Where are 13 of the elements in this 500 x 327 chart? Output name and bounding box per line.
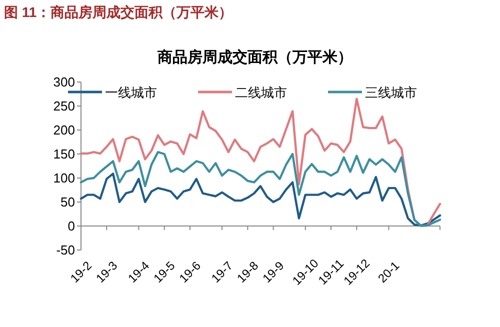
title: 图 11：商品房周成交面积（万平米） [4,4,233,20]
ytick: 100 [53,170,75,186]
ytick: 200 [53,122,75,138]
legend: 二线城市 [235,85,287,100]
legend: 三线城市 [365,85,417,100]
subtitle: 商品房周成交面积（万平米） [158,49,352,66]
ytick: 300 [53,74,75,90]
ytick: 250 [53,98,75,114]
ytick: -50 [56,242,75,258]
ytick: 150 [53,146,75,162]
ytick: 50 [60,194,75,210]
legend: 一线城市 [105,85,157,100]
ytick: 0 [68,218,75,234]
